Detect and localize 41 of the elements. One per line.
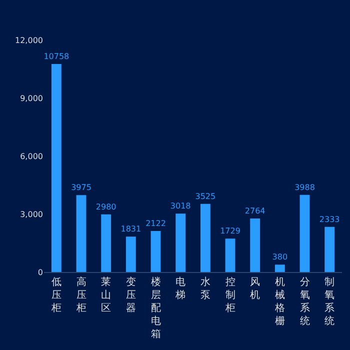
- x-tick-label: 机械格栅: [274, 276, 285, 327]
- bar: [225, 238, 236, 272]
- bar: [200, 204, 210, 272]
- x-tick-label: 风机: [250, 277, 260, 301]
- bar: [250, 218, 260, 272]
- data-label: 3975: [71, 183, 92, 192]
- y-tick-label: 6,000: [20, 152, 43, 161]
- data-label: 10758: [44, 52, 70, 62]
- data-label: 380: [272, 252, 288, 262]
- x-tick-label: 莱山区: [101, 276, 112, 314]
- bar: [324, 226, 335, 272]
- bar: [300, 194, 310, 272]
- y-tick-label: 3,000: [20, 210, 43, 219]
- x-tick-label: 变压器: [126, 276, 136, 314]
- bar: [51, 64, 62, 272]
- bar: [274, 264, 285, 272]
- x-tick-label: 电梯: [174, 276, 186, 301]
- x-tick-label: 楼层配电箱: [150, 276, 161, 340]
- y-tick-label: 12,000: [15, 36, 43, 45]
- data-label: 2122: [146, 218, 166, 228]
- bar: [126, 236, 136, 272]
- data-label: 3525: [195, 192, 216, 201]
- x-tick-label: 低压柜: [50, 277, 62, 314]
- data-label: 3018: [170, 202, 191, 211]
- x-tick-label: 水泵: [200, 276, 210, 301]
- data-label: 1831: [120, 224, 142, 234]
- x-tick-label: 控制柜: [224, 276, 236, 314]
- x-tick-label: 高压柜: [75, 276, 86, 314]
- bar: [176, 214, 186, 272]
- x-tick-label: 制氧系统: [324, 276, 335, 327]
- y-tick-label: 0: [38, 268, 43, 277]
- data-label: 2980: [96, 202, 116, 212]
- data-label: 3988: [294, 182, 315, 192]
- x-tick-label: 分氧系统: [300, 276, 310, 327]
- y-tick-label: 9,000: [20, 94, 43, 103]
- data-label: 1729: [220, 226, 240, 236]
- bar: [150, 230, 161, 272]
- bar: [76, 195, 86, 272]
- data-label: 2333: [319, 214, 340, 224]
- data-label: 2764: [244, 206, 266, 216]
- bar: [101, 214, 112, 272]
